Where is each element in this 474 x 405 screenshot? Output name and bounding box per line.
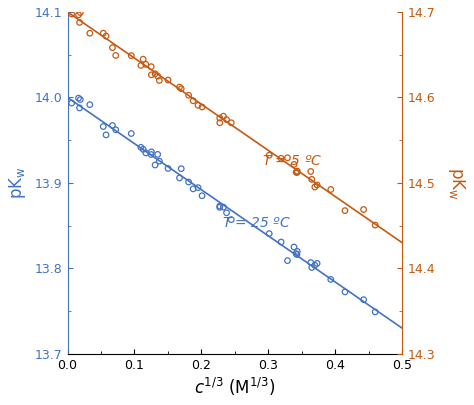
Point [109,45,116,51]
Y-axis label: pK$_\mathregular{w}$: pK$_\mathregular{w}$ [446,166,467,199]
Point [185,92,192,98]
Point [311,184,319,190]
Point [151,162,159,168]
Point [277,155,285,162]
Point [185,179,192,185]
Point [372,222,379,228]
Point [219,113,227,119]
Point [360,206,367,213]
Point [219,204,227,210]
Point [76,96,84,103]
Point [307,168,315,175]
Point [155,77,163,84]
Point [75,12,82,18]
Point [139,56,147,62]
Point [292,169,300,175]
Point [290,161,298,168]
Point [139,146,147,153]
Point [86,101,93,108]
Point [128,130,135,137]
Point [228,216,235,223]
Point [308,176,316,183]
Point [147,64,155,70]
Text: $T$ = 25 ºC: $T$ = 25 ºC [221,215,291,230]
Point [102,132,110,138]
Point [293,251,301,258]
Point [177,166,185,172]
Point [372,309,379,315]
Point [147,151,155,158]
Point [293,168,301,174]
Point [109,122,116,129]
Point [360,296,367,303]
Point [341,207,349,214]
Point [68,100,75,106]
Point [194,102,202,109]
Text: $T$ = 5 ºC: $T$ = 5 ºC [262,154,322,168]
Point [198,104,206,110]
Point [216,204,224,211]
Point [265,152,273,158]
Point [176,84,183,90]
Point [128,52,135,59]
Point [142,61,150,68]
Point [307,259,315,266]
Point [290,244,298,250]
Point [76,104,83,111]
Point [176,175,183,181]
Point [100,30,107,36]
Point [86,30,93,36]
Point [293,248,301,255]
Point [68,11,75,17]
Point [154,73,162,79]
Point [154,151,162,158]
Point [198,192,206,199]
Point [189,98,197,104]
Point [284,155,292,161]
Point [313,182,321,188]
Point [277,239,285,245]
Point [216,119,224,126]
Point [100,123,107,130]
Point [177,85,185,92]
Point [308,264,316,271]
X-axis label: $c^{1/3}$ (M$^{1/3}$): $c^{1/3}$ (M$^{1/3}$) [194,376,276,398]
Point [327,186,335,193]
Point [313,260,321,266]
Point [327,276,335,283]
Point [151,70,159,77]
Point [137,144,145,151]
Point [223,116,230,123]
Point [147,149,155,155]
Point [216,115,224,121]
Point [147,72,155,78]
Point [223,209,230,216]
Point [293,169,301,176]
Point [75,95,82,101]
Point [76,9,84,16]
Point [112,126,119,133]
Point [311,262,319,269]
Point [137,62,145,69]
Point [164,165,172,172]
Point [194,184,202,191]
Point [112,52,119,59]
Point [284,258,292,264]
Point [228,119,235,126]
Y-axis label: pK$_\mathregular{w}$: pK$_\mathregular{w}$ [7,166,28,199]
Point [155,158,163,164]
Point [216,203,224,209]
Point [265,230,273,237]
Point [341,289,349,295]
Point [164,77,172,83]
Point [102,33,110,39]
Point [76,19,83,26]
Point [142,150,150,156]
Point [292,250,300,257]
Point [189,185,197,192]
